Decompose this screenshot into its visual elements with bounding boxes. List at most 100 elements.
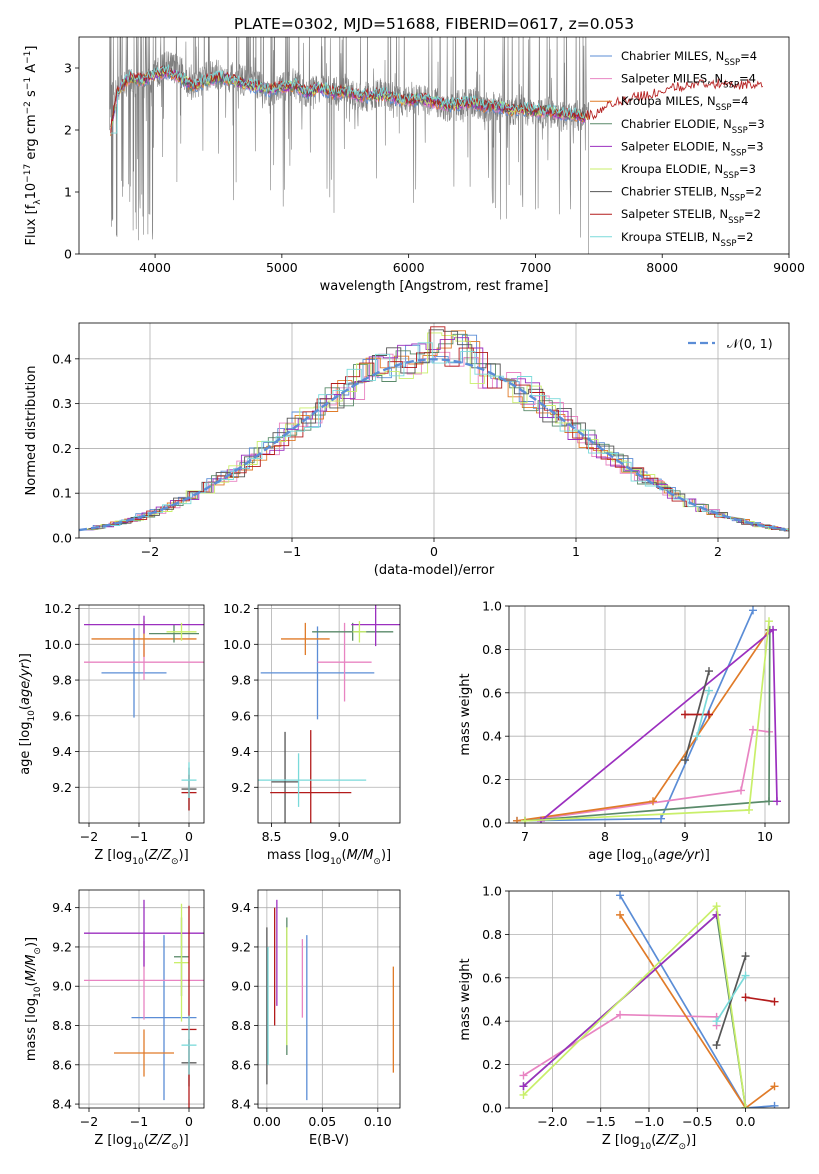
errorbar-point (84, 615, 204, 634)
label-part: )] (179, 848, 189, 863)
weight-point-marker (770, 997, 779, 1006)
label-part: −1 (23, 51, 33, 64)
label-part: )] (24, 937, 39, 947)
label-part: erg cm (24, 114, 39, 163)
weight-point-marker (737, 786, 745, 795)
label-part: s (24, 90, 39, 101)
weight-point-marker (712, 902, 721, 911)
x-tick-label: −2 (80, 1114, 98, 1129)
y-tick-label: 0.0 (482, 816, 502, 831)
plot-ebv-mass: 0.00 0.05 0.10 8.4 8.6 8.8 9.0 9.2 9.4 E(B-V) (231, 889, 401, 1148)
plot-frame (508, 605, 790, 824)
legend-label-suffix: =3 (739, 162, 756, 176)
y-tick-label: 9.2 (231, 939, 251, 954)
y-tick-label: 9.0 (52, 979, 72, 994)
label-part: −1 (23, 77, 33, 90)
label-part: Z/Z (148, 1133, 172, 1148)
x-tick-label: 9000 (773, 260, 805, 275)
legend-label-suffix: =4 (740, 49, 757, 63)
label-part: Z [log (94, 1133, 132, 1148)
y-tick-label: 0.6 (482, 970, 502, 985)
y-tick-label: 0.0 (52, 531, 72, 546)
legend-label-sub: SSP (729, 194, 745, 204)
label-part: age/yr (18, 662, 33, 705)
y-tick-label: 0.6 (482, 685, 502, 700)
y-tick-label: 9.2 (231, 780, 251, 795)
legend-label-suffix: =4 (739, 72, 756, 86)
label-part: )] (179, 1133, 189, 1148)
x-axis-label: E(B-V) (309, 1133, 349, 1148)
y-axis-label: age [log10(age/yr)] (18, 653, 37, 775)
x-tick-label: −2 (80, 829, 98, 844)
y-tick-label: 1.0 (482, 884, 502, 899)
y-tick-label: 9.2 (52, 939, 72, 954)
label-part: )] (700, 848, 710, 863)
figure-title: PLATE=0302, MJD=51688, FIBERID=0617, z=0… (234, 15, 634, 33)
y-axis-label: mass weight (458, 673, 473, 755)
legend-label-text: Kroupa ELODIE, N (621, 162, 723, 176)
weight-point-marker (616, 910, 625, 919)
label-part: ⊙ (678, 1142, 686, 1152)
x-tick-label: 10 (757, 829, 773, 844)
y-tick-label: 9.6 (231, 708, 251, 723)
weight-point-marker (616, 891, 625, 900)
plot-area-residuals (79, 323, 789, 538)
weight-point-marker (513, 816, 521, 823)
weight-point-marker (770, 1101, 779, 1108)
label-part: age [log (18, 722, 33, 775)
weight-point-marker (519, 1071, 528, 1080)
weight-point-marker (693, 732, 701, 741)
errorbar-point (174, 903, 189, 1022)
weight-series-line (715, 975, 747, 1022)
x-axis-label: Z [log10(Z/Z⊙)] (602, 1133, 696, 1152)
y-tick-label: 9.8 (52, 673, 72, 688)
y-tick-label: 9.0 (231, 979, 251, 994)
y-tick-label: 0.2 (52, 441, 72, 456)
legend-label: Kroupa STELIB, NSSP=2 (621, 230, 753, 249)
legend-label-sub: SSP (732, 126, 748, 136)
y-tick-label: 10.0 (44, 637, 72, 652)
legend-label-sub: SSP (721, 239, 737, 249)
x-tick-label: 5000 (266, 260, 298, 275)
label-part: )] (381, 848, 391, 863)
x-tick-label: 0.10 (364, 1114, 392, 1129)
errorbar-point (84, 899, 204, 967)
legend-label: Salpeter MILES, NSSP=4 (621, 72, 756, 91)
plot-frame (257, 604, 401, 824)
label-part: Z/Z (655, 1133, 679, 1148)
legend-label: Chabrier ELODIE, NSSP=3 (621, 117, 765, 136)
weight-point-marker (681, 710, 689, 719)
label-part: Z/Z (148, 848, 172, 863)
errorbar-point (280, 622, 330, 656)
errorbar-point (181, 762, 197, 798)
label-part: ⊙ (33, 947, 43, 955)
plot-area-mass-age (258, 605, 400, 823)
legend-label-suffix: =3 (747, 139, 764, 153)
y-tick-label: 1 (64, 185, 72, 200)
x-tick-label: 8 (601, 829, 609, 844)
label-part: 10 (330, 857, 342, 867)
legend-label: Salpeter STELIB, NSSP=2 (621, 207, 761, 226)
normal-curve (79, 358, 787, 532)
legend-label-text: Salpeter MILES, N (621, 72, 723, 86)
errorbar-point (258, 753, 367, 807)
y-tick-label: 0.8 (482, 927, 502, 942)
legend-label: Kroupa ELODIE, NSSP=3 (621, 162, 756, 181)
weight-series-line (619, 914, 776, 1108)
y-tick-label: 9.4 (231, 744, 251, 759)
errorbar-point (149, 624, 199, 643)
y-tick-label: 3 (64, 61, 72, 76)
plot-frame (508, 890, 790, 1109)
y-tick-label: 10.2 (44, 601, 72, 616)
plot-area-z-massweight (509, 891, 789, 1108)
y-tick-label: 0.1 (52, 486, 72, 501)
label-part: wavelength [Angstrom, rest frame] (320, 279, 549, 294)
y-tick-label: 0.8 (482, 642, 502, 657)
weight-point-marker (741, 993, 750, 1002)
y-tick-label: 9.4 (52, 900, 72, 915)
weight-point-marker (745, 805, 753, 814)
legend-label-sub: SSP (724, 58, 740, 68)
label-part: )] (686, 1133, 696, 1148)
x-tick-label: 0.00 (253, 1114, 281, 1129)
